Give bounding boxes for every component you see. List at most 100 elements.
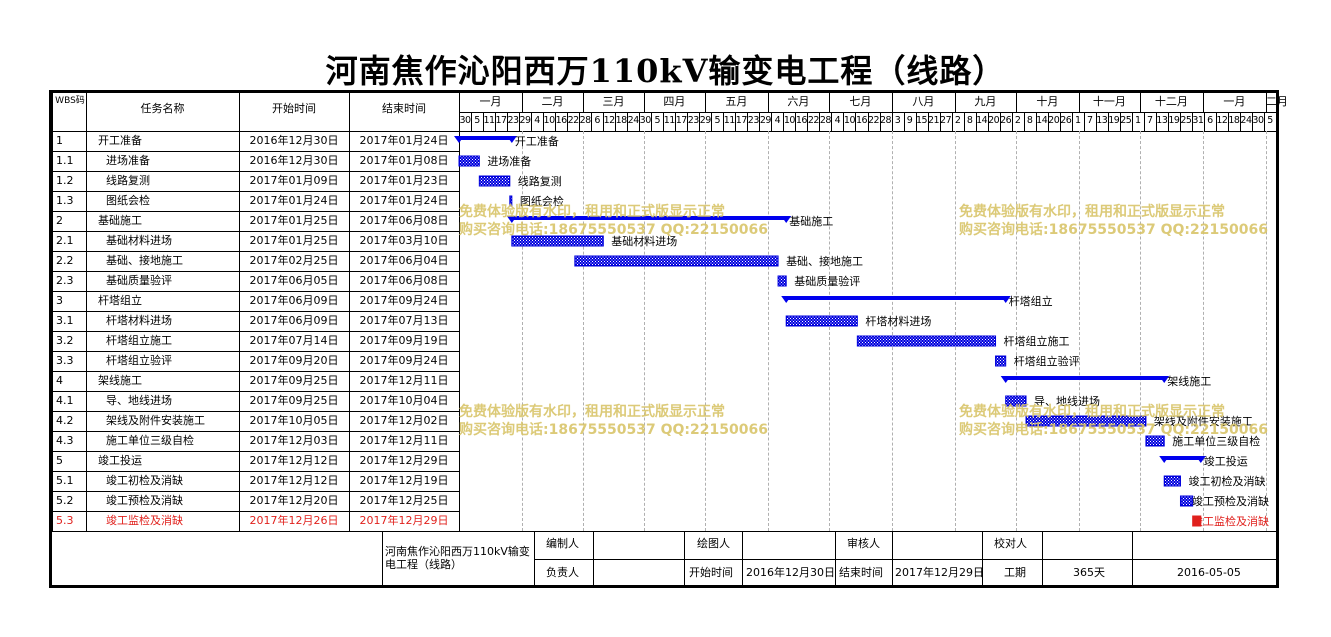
bar-label: 线路复测 bbox=[518, 174, 562, 188]
task-end: 2017年01月23日 bbox=[359, 174, 449, 187]
month-divider bbox=[1203, 131, 1204, 531]
task-wbs: 4 bbox=[56, 374, 63, 387]
grid-line bbox=[928, 112, 929, 131]
month-label: 十月 bbox=[1036, 95, 1059, 108]
bar-label: 竣工预检及消缺 bbox=[1192, 494, 1269, 508]
grid-line bbox=[644, 93, 645, 112]
grid-line bbox=[880, 112, 881, 131]
summary-endcap bbox=[781, 296, 792, 303]
bar-label: 图纸会检 bbox=[520, 194, 564, 208]
grid-line bbox=[471, 112, 472, 131]
footer-reviewer-label: 审核人 bbox=[847, 537, 880, 550]
task-name: 杆塔组立验评 bbox=[106, 354, 172, 367]
task-end: 2017年01月24日 bbox=[359, 194, 449, 207]
grid-line bbox=[52, 471, 459, 472]
task-bar bbox=[1192, 515, 1202, 527]
month-divider bbox=[583, 131, 584, 531]
bar-label: 杆塔组立验评 bbox=[1014, 354, 1080, 368]
task-name: 施工单位三级自检 bbox=[106, 434, 194, 447]
month-divider bbox=[892, 131, 893, 531]
day-tick-label: 25 bbox=[1180, 115, 1192, 126]
grid-line bbox=[835, 531, 836, 585]
day-tick-label: 23 bbox=[747, 115, 760, 126]
watermark: 免费体验版有水印，租用和正式版显示正常 购买咨询电话:18675550537 QQ… bbox=[959, 404, 1268, 438]
bar-label: 开工准备 bbox=[515, 134, 559, 148]
grid-line bbox=[52, 331, 459, 332]
day-tick-label: 5 bbox=[654, 115, 660, 126]
month-divider bbox=[644, 131, 645, 531]
day-tick-label: 5 bbox=[714, 115, 721, 126]
grid-line bbox=[459, 93, 460, 531]
grid-line bbox=[1140, 93, 1141, 112]
grid-line bbox=[1132, 112, 1133, 131]
task-end: 2017年12月19日 bbox=[359, 474, 449, 487]
task-end: 2017年09月19日 bbox=[359, 334, 449, 347]
day-tick-label: 18 bbox=[1228, 115, 1240, 126]
task-bar bbox=[1025, 415, 1147, 427]
grid-line bbox=[675, 112, 676, 131]
grid-line bbox=[583, 93, 584, 112]
grid-line bbox=[52, 171, 459, 172]
task-name: 基础、接地施工 bbox=[106, 254, 183, 267]
bar-label: 架线施工 bbox=[1167, 374, 1211, 388]
grid-line bbox=[829, 93, 830, 112]
month-divider bbox=[1016, 131, 1017, 531]
footer-end-value: 2017年12月29日 bbox=[895, 566, 984, 579]
task-start: 2016年12月30日 bbox=[249, 154, 339, 167]
day-tick-label: 30 bbox=[639, 115, 652, 126]
grid-line bbox=[1192, 112, 1193, 131]
summary-bar bbox=[511, 216, 787, 220]
grid-line bbox=[759, 112, 760, 131]
summary-bar bbox=[1005, 376, 1165, 380]
summary-bar bbox=[1164, 456, 1201, 460]
day-tick-label: 16 bbox=[855, 115, 868, 126]
summary-bar bbox=[459, 136, 512, 140]
task-wbs: 2 bbox=[56, 214, 63, 227]
task-end: 2017年12月02日 bbox=[359, 414, 449, 427]
task-name: 基础质量验评 bbox=[106, 274, 172, 287]
task-name: 杆塔材料进场 bbox=[106, 314, 172, 327]
grid-line bbox=[52, 291, 459, 292]
task-name: 竣工投运 bbox=[98, 454, 142, 467]
day-tick-label: 19 bbox=[1168, 115, 1180, 126]
task-start: 2017年12月12日 bbox=[249, 474, 339, 487]
grid-line bbox=[591, 112, 592, 131]
day-tick-label: 29 bbox=[699, 115, 712, 126]
day-tick-label: 15 bbox=[916, 115, 928, 126]
grid-line bbox=[1132, 531, 1133, 585]
day-tick-label: 12 bbox=[603, 115, 616, 126]
grid-line bbox=[1096, 112, 1097, 131]
month-divider bbox=[768, 131, 769, 531]
day-tick-label: 25 bbox=[1120, 115, 1132, 126]
task-start: 2017年01月25日 bbox=[249, 214, 339, 227]
day-tick-label: 5 bbox=[474, 115, 480, 126]
footer-duration-label: 工期 bbox=[1004, 566, 1026, 579]
day-tick-label: 30 bbox=[1252, 115, 1264, 126]
month-label: 十二月 bbox=[1154, 95, 1188, 108]
day-tick-label: 26 bbox=[1060, 115, 1072, 126]
day-tick-label: 10 bbox=[543, 115, 556, 126]
day-tick-label: 31 bbox=[1192, 115, 1204, 126]
day-tick-label: 20 bbox=[988, 115, 1000, 126]
month-label: 一月 bbox=[479, 95, 502, 108]
grid-line bbox=[747, 112, 748, 131]
day-tick-label: 16 bbox=[795, 115, 808, 126]
summary-endcap bbox=[1159, 376, 1170, 383]
task-wbs: 1.3 bbox=[56, 194, 74, 207]
month-label: 一月 bbox=[1223, 95, 1246, 108]
grid-line bbox=[699, 112, 700, 131]
grid-line bbox=[940, 112, 941, 131]
task-wbs: 3.2 bbox=[56, 334, 74, 347]
grid-line bbox=[711, 112, 712, 131]
grid-line bbox=[684, 531, 685, 585]
task-start: 2017年09月25日 bbox=[249, 394, 339, 407]
task-name: 竣工预检及消缺 bbox=[106, 494, 183, 507]
grid-line bbox=[52, 211, 459, 212]
month-label: 三月 bbox=[602, 95, 625, 108]
grid-line bbox=[1168, 112, 1169, 131]
bar-label: 架线及附件安装施工 bbox=[1154, 414, 1253, 428]
grid-line bbox=[1266, 93, 1267, 112]
summary-endcap bbox=[1159, 456, 1170, 463]
bar-label: 基础材料进场 bbox=[611, 234, 677, 248]
grid-line bbox=[382, 531, 383, 585]
